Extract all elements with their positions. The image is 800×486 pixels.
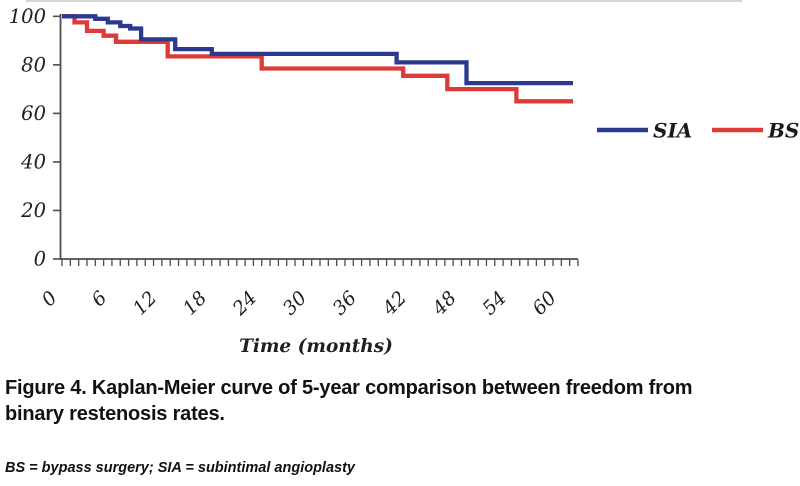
x-tick-label: 48 [428, 287, 461, 320]
y-tick-label: 60 [21, 102, 46, 125]
caption-line-2: binary restenosis rates. [5, 403, 225, 425]
sia-curve [62, 14, 573, 86]
x-axis-title: Time (months) [239, 336, 393, 357]
scan-artifact-line [26, 0, 742, 2]
x-tick-label: 18 [179, 287, 212, 320]
legend-label-bs: BS [767, 119, 799, 143]
x-tick-label: 54 [478, 287, 511, 320]
x-tick-label: 42 [378, 287, 411, 320]
x-tick-label: 30 [279, 287, 312, 320]
bs-curve [62, 14, 573, 104]
km-chart: 100 80 60 40 20 0 0 6 12 18 24 30 36 42 48 54 60 Time (mo… [9, 5, 800, 357]
abbreviation-note: BS = bypass surgery; SIA = subintimal an… [5, 460, 355, 476]
x-tick-label: 36 [328, 287, 361, 320]
y-tick-label: 100 [9, 5, 46, 28]
x-tick-label: 60 [528, 287, 561, 320]
x-tick-label: 6 [87, 287, 111, 311]
caption-line-1: Figure 4. Kaplan-Meier curve of 5-year c… [5, 377, 693, 399]
y-tick-label: 20 [20, 199, 46, 222]
x-tick-label: 0 [37, 287, 61, 311]
y-tick-label: 0 [34, 248, 46, 271]
figure-caption: Figure 4. Kaplan-Meier curve of 5-year c… [5, 375, 693, 427]
x-tick-label: 12 [129, 287, 162, 320]
legend-label-sia: SIA [653, 119, 692, 143]
y-tick-label: 40 [20, 150, 46, 173]
x-tick-label: 24 [228, 287, 261, 320]
y-tick-label: 80 [21, 53, 46, 76]
